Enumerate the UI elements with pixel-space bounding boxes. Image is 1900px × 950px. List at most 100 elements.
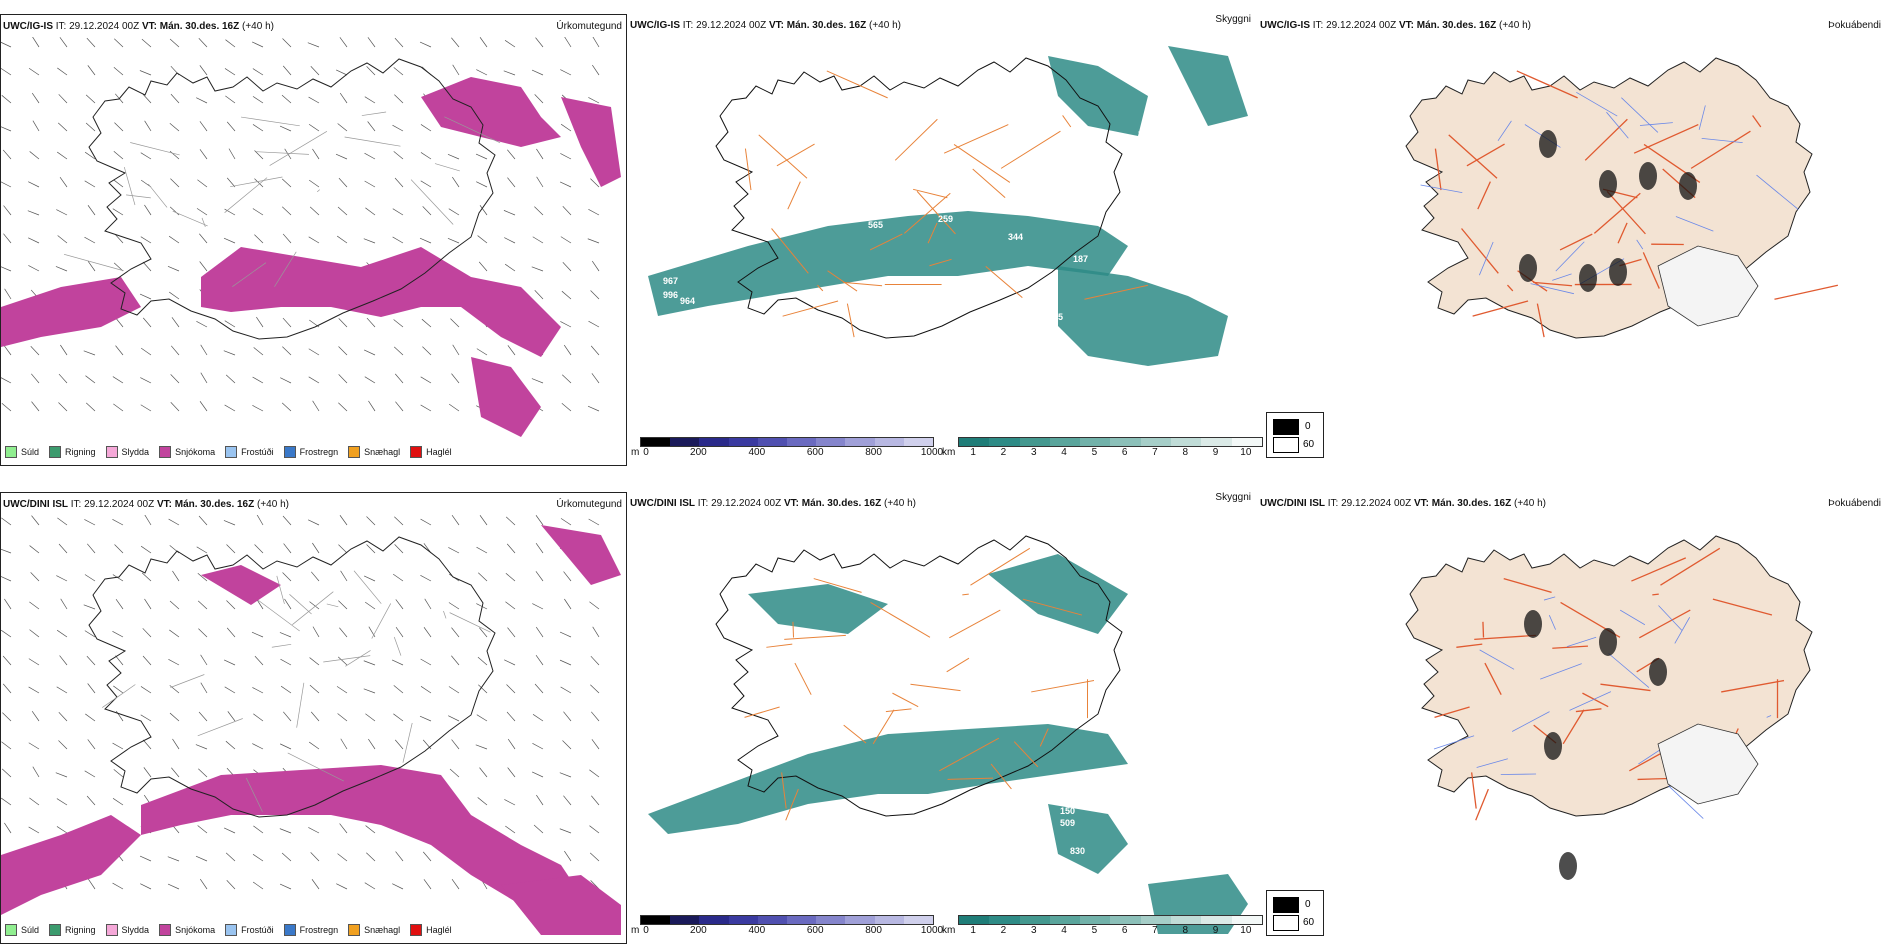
fog-key-black xyxy=(1273,419,1299,435)
wind-barb xyxy=(113,66,124,76)
road xyxy=(910,683,961,692)
road xyxy=(1690,130,1751,169)
wind-barb xyxy=(448,602,460,610)
wind-barb xyxy=(504,237,516,244)
wind-barb xyxy=(84,151,96,160)
wind-barb xyxy=(420,152,432,160)
river xyxy=(1511,711,1550,732)
wind-barb xyxy=(200,372,208,384)
river xyxy=(1497,120,1512,142)
wind-barb xyxy=(504,40,516,48)
visibility-colorbar-scale xyxy=(958,915,1263,925)
wind-barb xyxy=(420,180,432,188)
wind-barb xyxy=(29,797,40,806)
wind-barb xyxy=(394,373,404,384)
wind-barb xyxy=(251,41,264,48)
wind-barb xyxy=(448,403,460,412)
wind-barb xyxy=(506,543,516,554)
road xyxy=(393,636,402,656)
wind-barb xyxy=(422,851,432,862)
colorbar-tick: 200 xyxy=(690,447,707,458)
road xyxy=(201,217,206,227)
visibility-unit: km xyxy=(942,447,956,458)
wind-barb xyxy=(32,37,40,48)
wind-barb xyxy=(140,883,152,890)
legend-swatch xyxy=(348,446,361,458)
low-visibility-area xyxy=(648,211,1128,316)
wind-barb xyxy=(224,686,236,694)
wind-barb xyxy=(533,824,544,834)
road xyxy=(1575,708,1602,713)
wind-barb xyxy=(340,738,348,750)
wind-barb xyxy=(339,823,348,834)
legend-swatch xyxy=(348,924,361,936)
wind-barb xyxy=(85,402,96,412)
road xyxy=(1461,228,1499,274)
wind-barb xyxy=(197,179,208,188)
low-visibility-area xyxy=(1168,46,1248,126)
wind-barb xyxy=(226,121,236,132)
wind-barb xyxy=(195,855,208,862)
wind-barb xyxy=(563,571,572,582)
road xyxy=(1434,148,1442,191)
wind-barb xyxy=(562,740,572,750)
panel-title: Þokuábendi xyxy=(1828,498,1881,509)
road xyxy=(1552,645,1588,649)
coastline xyxy=(715,57,1123,339)
wind-barb xyxy=(1,576,12,582)
wind-barb xyxy=(506,684,516,694)
panel-title: Úrkomutegund xyxy=(556,499,622,510)
panel-header: UWC/DINI ISL IT: 29.12.2024 00Z VT: Mán.… xyxy=(630,492,1251,509)
road xyxy=(776,143,815,167)
wind-barb xyxy=(1,41,12,48)
legend-label: Rigning xyxy=(65,925,96,935)
legend-item: Súld xyxy=(5,924,39,936)
colorbar-tick: 2 xyxy=(1000,447,1007,458)
wind-barb xyxy=(58,373,68,384)
road xyxy=(371,603,392,639)
wind-barb xyxy=(223,827,236,834)
river xyxy=(1698,105,1706,130)
wind-barb xyxy=(478,684,488,694)
road xyxy=(817,284,824,292)
wind-barb xyxy=(169,712,180,722)
wind-barb xyxy=(139,855,152,862)
terrain-height-label: 830 xyxy=(1070,846,1085,856)
wind-barb xyxy=(196,546,208,554)
wind-barb xyxy=(531,69,544,76)
wind-barb xyxy=(56,575,68,582)
wind-barb xyxy=(536,794,544,806)
road xyxy=(1652,593,1659,596)
wind-barb xyxy=(395,401,404,412)
wind-barb xyxy=(338,177,348,188)
wind-barb xyxy=(365,207,376,216)
wind-barb xyxy=(169,291,180,300)
terrain-height-label: 705 xyxy=(1048,312,1063,322)
roads xyxy=(744,70,1148,338)
height-colorbar-scale xyxy=(640,915,934,925)
river xyxy=(1530,283,1575,295)
wind-barb xyxy=(56,826,68,834)
wind-barb xyxy=(363,238,376,244)
river xyxy=(1476,758,1508,768)
legend-swatch xyxy=(5,446,17,458)
wind-barb xyxy=(392,236,404,244)
wind-barb xyxy=(477,235,488,244)
wind-barb xyxy=(420,686,432,694)
road xyxy=(939,737,1000,772)
road xyxy=(410,179,454,225)
legend-swatch xyxy=(410,924,423,936)
wind-barb xyxy=(366,317,376,328)
wind-barb xyxy=(169,600,180,610)
wind-barb xyxy=(308,519,320,526)
wind-barb xyxy=(142,93,152,104)
wind-barb xyxy=(254,544,264,554)
road xyxy=(1600,683,1651,692)
visibility-panel-igis: UWC/IG-IS IT: 29.12.2024 00Z VT: Mán. 30… xyxy=(628,14,1255,472)
river xyxy=(1566,636,1597,648)
wind-barb xyxy=(590,684,600,694)
wind-barb xyxy=(254,655,264,666)
wind-barb xyxy=(284,148,292,160)
river xyxy=(1619,609,1646,626)
wind-barb xyxy=(170,402,180,412)
